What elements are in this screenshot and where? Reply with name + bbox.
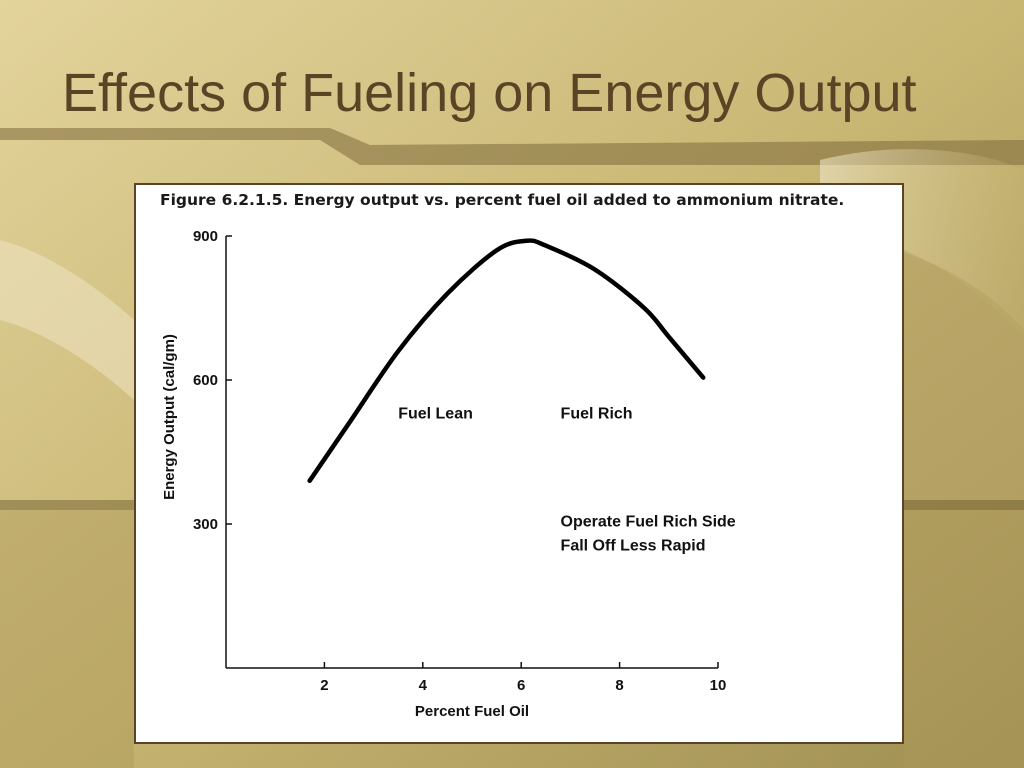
x-tick-label: 4 — [419, 677, 428, 694]
chart-annotations: Fuel Lean Fuel Rich Operate Fuel Rich Side… — [398, 405, 736, 554]
chart-annotation: Fall Off Less Rapid — [561, 537, 706, 554]
y-tick-label: 900 — [193, 228, 218, 245]
chart-annotation: Operate Fuel Rich Side — [561, 513, 736, 530]
energy-curve — [307, 238, 706, 484]
figure-caption: Figure 6.2.1.5. Energy output vs. percen… — [160, 191, 845, 209]
chart-annotation: Fuel Lean — [398, 405, 473, 422]
y-axis-title: Energy Output (cal/gm) — [161, 334, 178, 500]
x-tick-label: 10 — [710, 677, 727, 694]
x-tick-label: 8 — [615, 677, 623, 694]
x-tick-label: 6 — [517, 677, 525, 694]
x-axis-title: Percent Fuel Oil — [415, 703, 529, 720]
figure-frame: Figure 6.2.1.5. Energy output vs. percen… — [134, 183, 904, 744]
chart-axes — [225, 236, 718, 669]
y-tick-label: 600 — [193, 372, 218, 389]
chart-series — [307, 238, 706, 484]
chart-annotation: Fuel Rich — [561, 405, 633, 422]
y-tick-label: 300 — [193, 516, 218, 533]
chart-ticks: 2 4 6 8 10 300 600 900 — [193, 228, 726, 694]
slide-title: Effects of Fueling on Energy Output — [62, 63, 917, 123]
energy-output-chart: 2 4 6 8 10 300 600 900 Fuel Lean Fuel Rich Operat… — [161, 228, 736, 720]
x-tick-label: 2 — [320, 677, 328, 694]
